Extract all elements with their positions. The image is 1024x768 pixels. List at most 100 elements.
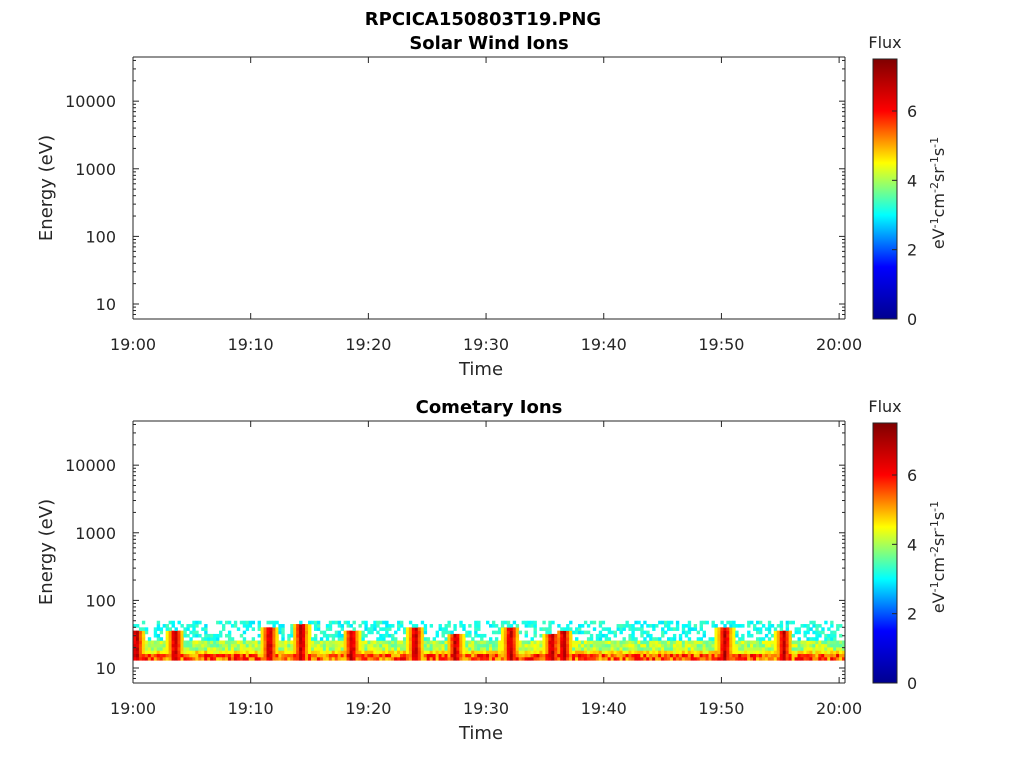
spectrogram-cell bbox=[376, 657, 380, 661]
spectrogram-cell bbox=[156, 650, 161, 655]
spectrogram-cell bbox=[678, 637, 683, 641]
spectrogram-cell bbox=[355, 653, 359, 658]
spectrogram-cell bbox=[533, 640, 537, 645]
spectrogram-cell bbox=[224, 647, 229, 651]
spectrogram-cell bbox=[450, 653, 454, 658]
spectrogram-cell bbox=[486, 657, 490, 661]
spectrogram-cell bbox=[266, 650, 270, 655]
spectrogram-cell bbox=[230, 657, 235, 661]
spectrogram-cell bbox=[373, 653, 377, 658]
colorbar-scale bbox=[872, 422, 898, 684]
spectrogram-cell bbox=[361, 647, 365, 651]
spectrogram-cell bbox=[284, 647, 288, 651]
spectrogram-cell bbox=[693, 657, 698, 661]
spectrogram-cell bbox=[761, 657, 766, 661]
spectrogram-cell bbox=[224, 653, 229, 658]
spectrogram-cell bbox=[723, 643, 727, 648]
spectrogram-cell bbox=[631, 627, 635, 631]
spectrogram-cell bbox=[566, 647, 570, 651]
spectrogram-cell bbox=[732, 630, 736, 635]
spectrogram-cell bbox=[456, 657, 460, 661]
spectrogram-cell bbox=[515, 627, 520, 631]
spectrogram-cell bbox=[616, 627, 620, 631]
spectrogram-cell bbox=[456, 647, 460, 651]
spectrogram-cell bbox=[450, 637, 454, 641]
spectrogram-cell bbox=[138, 653, 143, 658]
spectrogram-cell bbox=[429, 653, 434, 658]
spectrogram-cell bbox=[385, 643, 389, 648]
unit-base: sr bbox=[929, 167, 948, 182]
spectrogram-cell bbox=[619, 657, 623, 661]
spectrogram-cell bbox=[782, 637, 787, 641]
spectrogram-cell bbox=[741, 640, 745, 645]
spectrogram-cell bbox=[340, 624, 345, 628]
spectrogram-cell bbox=[402, 657, 407, 661]
spectrogram-cell bbox=[260, 633, 264, 638]
spectrogram-cell bbox=[652, 643, 656, 648]
spectrogram-cell bbox=[408, 627, 413, 631]
spectrogram-cell bbox=[533, 643, 537, 648]
spectrogram-cell bbox=[604, 647, 609, 651]
spectrogram-cell bbox=[248, 624, 253, 628]
spectrogram-cell bbox=[423, 650, 428, 655]
spectrogram-cell bbox=[287, 647, 291, 651]
spectrogram-cell bbox=[761, 637, 766, 641]
spectrogram-cell bbox=[607, 630, 612, 635]
spectrogram-cell bbox=[426, 650, 431, 655]
spectrogram-cell bbox=[756, 637, 760, 641]
spectrogram-cell bbox=[325, 627, 330, 631]
spectrogram-cell bbox=[702, 643, 706, 648]
y-tick-label: 100 bbox=[85, 227, 116, 246]
spectrogram-cell bbox=[216, 653, 220, 658]
spectrogram-cell bbox=[542, 627, 546, 631]
spectrogram-cell bbox=[156, 633, 161, 638]
spectrogram-cell bbox=[545, 633, 549, 638]
spectrogram-cell bbox=[827, 633, 831, 638]
spectrogram-cell bbox=[400, 640, 404, 645]
spectrogram-cell bbox=[192, 630, 196, 635]
spectrogram-cell bbox=[186, 640, 190, 645]
spectrogram-cell bbox=[684, 653, 689, 658]
spectrogram-cell bbox=[667, 620, 671, 625]
spectrogram-cell bbox=[711, 650, 715, 655]
spectrogram-cell bbox=[500, 650, 505, 655]
spectrogram-cell bbox=[720, 653, 724, 658]
spectrogram-cell bbox=[678, 633, 683, 638]
spectrogram-cell bbox=[168, 630, 172, 635]
spectrogram-cell bbox=[741, 643, 745, 648]
spectrogram-cell bbox=[640, 627, 644, 631]
spectrogram-cell bbox=[480, 637, 484, 641]
spectrogram-cell bbox=[201, 653, 205, 658]
spectrogram-cell bbox=[815, 653, 819, 658]
spectrogram-cell bbox=[420, 627, 425, 631]
spectrogram-cell bbox=[747, 647, 751, 651]
spectrogram-cell bbox=[486, 647, 490, 651]
spectrogram-cell bbox=[260, 627, 264, 631]
spectrogram-cell bbox=[669, 647, 674, 651]
spectrogram-cell bbox=[248, 620, 253, 625]
spectrogram-cell bbox=[227, 630, 232, 635]
spectrogram-cell bbox=[830, 640, 834, 645]
spectrogram-cell bbox=[340, 650, 345, 655]
spectrogram-cell bbox=[162, 647, 167, 651]
spectrogram-cell bbox=[548, 650, 552, 655]
spectrogram-cell bbox=[634, 637, 638, 641]
spectrogram-cell bbox=[595, 633, 600, 638]
spectrogram-cell bbox=[411, 657, 416, 661]
spectrogram-cell bbox=[367, 647, 371, 651]
spectrogram-cell bbox=[563, 637, 567, 641]
unit-exponent: -1 bbox=[928, 217, 941, 228]
spectrogram-cell bbox=[500, 633, 505, 638]
spectrogram-cell bbox=[471, 650, 475, 655]
spectrogram-cell bbox=[293, 657, 297, 661]
colorbar-tick-label: 0 bbox=[907, 310, 917, 329]
spectrogram-cell bbox=[216, 637, 220, 641]
spectrogram-cell bbox=[233, 653, 238, 658]
spectrogram-cell bbox=[675, 657, 680, 661]
spectrogram-cell bbox=[776, 624, 781, 628]
spectrogram-cell bbox=[171, 637, 175, 641]
spectrogram-cell bbox=[302, 657, 306, 661]
spectrogram-cell bbox=[815, 630, 819, 635]
unit-base: sr bbox=[929, 531, 948, 546]
